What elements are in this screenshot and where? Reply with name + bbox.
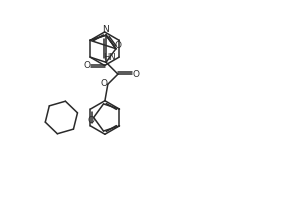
Text: HN: HN	[103, 53, 116, 62]
Text: O: O	[133, 70, 140, 79]
Text: O: O	[114, 41, 122, 50]
Text: N: N	[102, 24, 109, 33]
Text: O: O	[100, 79, 107, 88]
Text: O: O	[83, 61, 90, 70]
Text: O: O	[87, 116, 94, 125]
